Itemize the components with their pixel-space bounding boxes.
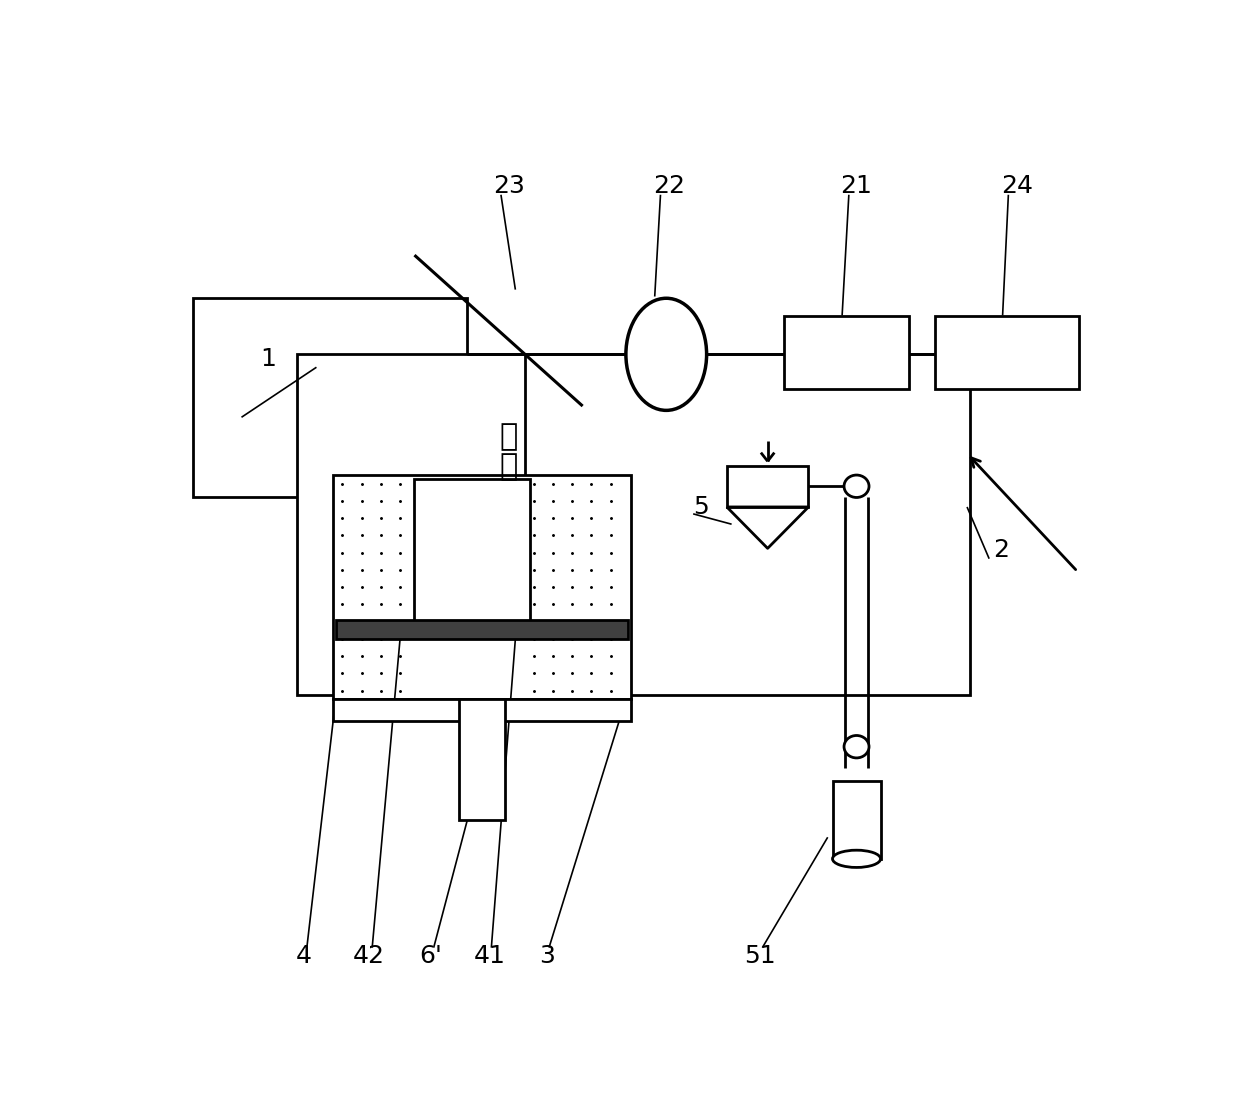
FancyBboxPatch shape bbox=[193, 298, 467, 496]
Text: 5: 5 bbox=[693, 495, 709, 519]
FancyBboxPatch shape bbox=[336, 620, 627, 638]
Circle shape bbox=[844, 475, 869, 497]
Circle shape bbox=[844, 736, 869, 758]
Text: 2: 2 bbox=[993, 538, 1008, 562]
Text: 6': 6' bbox=[419, 944, 443, 969]
FancyBboxPatch shape bbox=[332, 475, 631, 699]
Polygon shape bbox=[727, 507, 808, 549]
Ellipse shape bbox=[832, 850, 880, 867]
Text: 24: 24 bbox=[1001, 174, 1033, 198]
FancyBboxPatch shape bbox=[785, 316, 909, 389]
FancyBboxPatch shape bbox=[298, 354, 970, 694]
FancyBboxPatch shape bbox=[414, 479, 529, 626]
Text: 工: 工 bbox=[500, 422, 518, 450]
FancyBboxPatch shape bbox=[832, 782, 880, 859]
FancyBboxPatch shape bbox=[727, 466, 808, 507]
Text: 51: 51 bbox=[744, 944, 776, 969]
Text: 1: 1 bbox=[260, 346, 277, 371]
Text: 3: 3 bbox=[539, 944, 556, 969]
FancyBboxPatch shape bbox=[935, 316, 1080, 389]
FancyBboxPatch shape bbox=[332, 699, 631, 721]
Text: 22: 22 bbox=[653, 174, 686, 198]
Text: 42: 42 bbox=[352, 944, 384, 969]
Text: 4: 4 bbox=[296, 944, 312, 969]
FancyBboxPatch shape bbox=[459, 699, 505, 820]
Text: 41: 41 bbox=[474, 944, 506, 969]
Text: 21: 21 bbox=[841, 174, 873, 198]
Text: 23: 23 bbox=[492, 174, 525, 198]
Ellipse shape bbox=[626, 298, 707, 410]
Text: 件: 件 bbox=[500, 452, 518, 480]
